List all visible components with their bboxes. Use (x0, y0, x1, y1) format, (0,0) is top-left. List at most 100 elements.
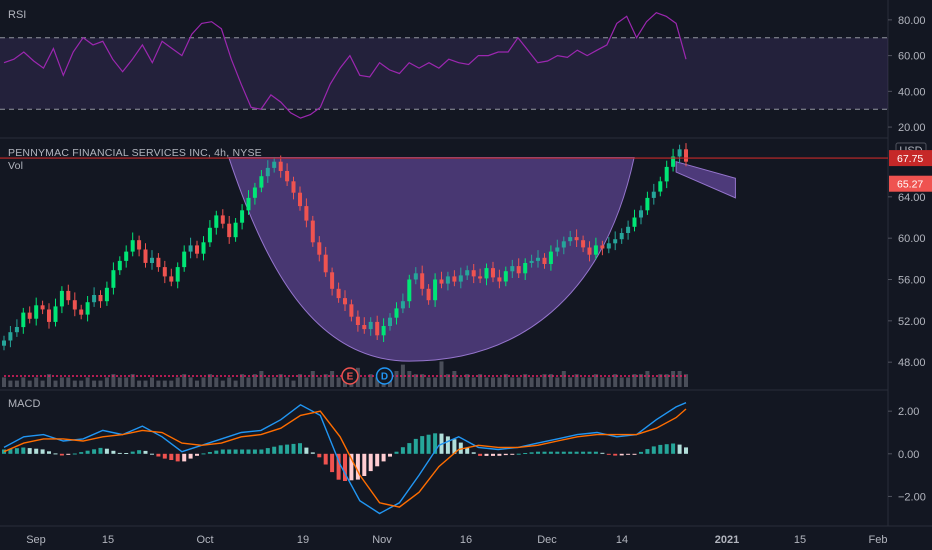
price-axis[interactable]: 20.00 40.00 60.00 80.00 48.00 52.00 56.00 60.00… (888, 15, 932, 504)
macd-histogram-bar (581, 451, 586, 454)
volume-bar (574, 374, 579, 387)
candle-body (561, 241, 566, 248)
macd-histogram-bar (503, 453, 508, 456)
macd-histogram-bar (278, 445, 283, 454)
candle-body (323, 254, 328, 273)
volume-bar (362, 377, 367, 387)
volume-bar (593, 374, 598, 387)
volume-bar (207, 374, 212, 387)
volume-bar (587, 377, 592, 387)
macd-histogram-bar (111, 450, 116, 454)
candle-body (626, 226, 631, 233)
volume-bar (195, 380, 199, 387)
macd-histogram-bar (298, 443, 302, 454)
time-tick-label: Feb (869, 534, 888, 546)
volume-bar (8, 380, 13, 387)
price-tick-label: 52.00 (898, 316, 926, 328)
macd-histogram-bar (458, 442, 463, 454)
rsi-title: RSI (8, 9, 26, 21)
volume-bar (72, 380, 77, 387)
macd-histogram-bar (632, 453, 637, 455)
volume-bar (59, 377, 64, 387)
candle-body (523, 263, 528, 274)
macd-histogram-bar (227, 449, 232, 454)
candle-body (207, 227, 212, 243)
volume-bar (317, 377, 322, 387)
volume-bar (310, 371, 315, 387)
volume-bar (452, 371, 457, 387)
volume-bar (651, 377, 656, 387)
candle-body (272, 161, 277, 168)
macd-histogram-bar (66, 453, 71, 455)
volume-bar (150, 377, 154, 387)
macd-pane[interactable] (2, 402, 688, 515)
dividend-badge-label: D (381, 372, 388, 383)
macd-histogram-bar (252, 449, 257, 454)
macd-histogram-bar (388, 453, 392, 457)
price-candles[interactable] (2, 143, 688, 351)
time-axis[interactable]: Sep 15 Oct 19 Nov 16 Dec 14 2021 15 Feb (26, 534, 887, 546)
price-tick-label: 56.00 (898, 275, 926, 287)
volume-bar (298, 374, 302, 387)
macd-histogram-bar (72, 453, 77, 455)
macd-histogram-bar (529, 452, 534, 454)
candle-body (452, 276, 457, 282)
candle-body (478, 276, 483, 279)
macd-histogram-bar (265, 448, 270, 454)
candle-body (343, 298, 347, 305)
candle-body (388, 317, 392, 326)
volume-bar (484, 377, 489, 387)
candle-body (368, 321, 373, 330)
candle-body (651, 191, 656, 198)
candle-body (285, 171, 290, 182)
macd-histogram-bar (658, 444, 663, 454)
macd-histogram-bar (574, 451, 579, 454)
price-tick-label: 60.00 (898, 233, 926, 245)
macd-histogram-bar (143, 450, 148, 454)
volume-bar (21, 377, 26, 387)
rsi-pane[interactable] (0, 12, 888, 119)
volume-bar (426, 377, 431, 387)
candle-body (375, 321, 380, 336)
candle-body (529, 260, 534, 263)
macd-histogram-bar (195, 453, 199, 456)
macd-histogram-bar (233, 449, 238, 454)
volume-bar (227, 377, 232, 387)
volume-bar (684, 374, 688, 387)
volume-bar (47, 374, 51, 387)
candle-body (214, 215, 219, 228)
candle-body (407, 279, 412, 302)
macd-histogram-bar (104, 448, 109, 454)
macd-tick-label: 2.00 (898, 406, 919, 418)
macd-histogram-bar (246, 449, 251, 454)
candle-body (632, 217, 637, 227)
candle-body (619, 233, 624, 240)
candle-body (195, 245, 199, 254)
last-price-tag-label: 65.27 (897, 179, 923, 191)
candle-body (8, 332, 13, 341)
macd-histogram-bar (317, 453, 322, 458)
candle-body (330, 272, 335, 289)
volume-bar (368, 374, 373, 387)
macd-histogram-bar (413, 438, 418, 454)
volume-bar (137, 380, 142, 387)
candle-body (201, 242, 206, 254)
macd-histogram-bar (426, 434, 431, 454)
macd-histogram-bar (124, 453, 129, 454)
candle-body (182, 251, 187, 268)
rsi-tick-label: 80.00 (898, 15, 926, 27)
volume-bar (439, 361, 444, 387)
macd-histogram-bar (92, 449, 97, 454)
volume-bar (79, 380, 84, 387)
volume-bar (252, 374, 257, 387)
macd-histogram-bar (478, 453, 483, 456)
macd-histogram-bar (156, 453, 161, 457)
candle-body (555, 247, 560, 252)
time-tick-label: 15 (794, 534, 806, 546)
candle-body (606, 243, 611, 249)
candle-body (548, 251, 553, 264)
macd-histogram-bar (150, 453, 154, 455)
macd-histogram-bar (651, 446, 656, 454)
